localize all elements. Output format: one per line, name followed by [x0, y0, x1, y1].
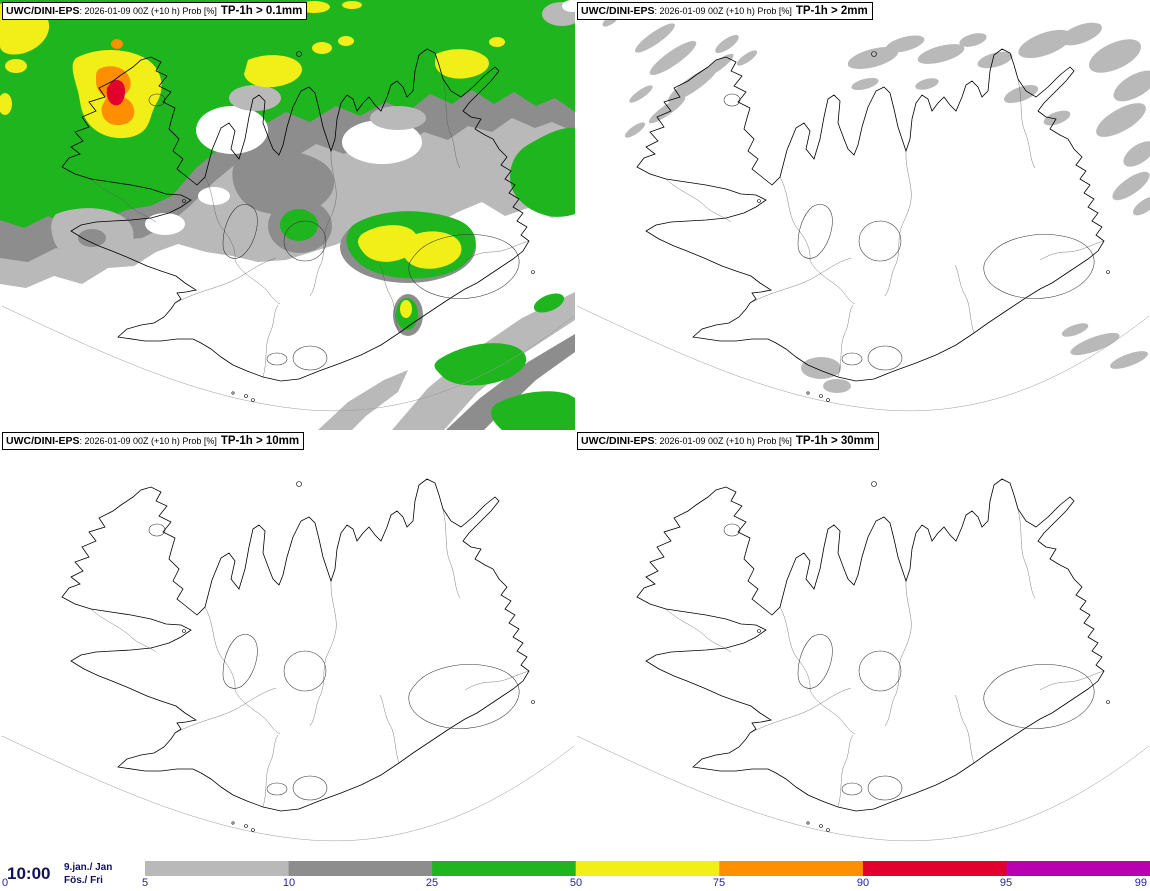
legend-tick: 95: [999, 877, 1013, 889]
valid-date: 9.jan./ Jan Fös./ Fri: [64, 862, 112, 887]
legend-segment: [862, 861, 1007, 876]
legend-tick-labels: 0 5 10 25 50 75 90 95 99: [0, 877, 1150, 890]
legend-segment: [719, 861, 864, 876]
panel-tp-10mm: UWC/DINI-EPS: 2026-01-09 00Z (+10 h) Pro…: [0, 430, 575, 860]
legend-segment: [575, 861, 720, 876]
legend-segment: [432, 861, 577, 876]
legend-tick: 0: [2, 877, 9, 889]
panel-title: UWC/DINI-EPS: 2026-01-09 00Z (+10 h) Pro…: [577, 432, 880, 450]
legend-tick: 10: [282, 877, 296, 889]
model-name: UWC/DINI-EPS: [581, 5, 655, 17]
legend-segment: [145, 861, 289, 876]
panel-title: UWC/DINI-EPS: 2026-01-09 00Z (+10 h) Pro…: [2, 2, 308, 20]
run-info: : 2026-01-09 00Z (+10 h) Prob [%]: [654, 6, 792, 16]
threshold-label: TP-1h > 10mm: [220, 435, 300, 447]
threshold-label: TP-1h > 2mm: [795, 5, 868, 17]
run-info: : 2026-01-09 00Z (+10 h) Prob [%]: [79, 436, 217, 446]
valid-time: 10:00: [7, 864, 51, 883]
probability-legend: [145, 861, 1150, 876]
panel-tp-2mm: UWC/DINI-EPS: 2026-01-09 00Z (+10 h) Pro…: [575, 0, 1150, 430]
map-tp-2mm: [575, 0, 1150, 430]
legend-tick: 5: [141, 877, 149, 889]
legend-segment: [1006, 861, 1150, 876]
threshold-label: TP-1h > 30mm: [795, 435, 875, 447]
map-tp-10mm: [0, 430, 575, 860]
legend-tick: 75: [712, 877, 726, 889]
legend-tick: 25: [425, 877, 439, 889]
run-info: : 2026-01-09 00Z (+10 h) Prob [%]: [79, 6, 217, 16]
map-tp-30mm: [575, 430, 1150, 860]
map-tp-0p1mm: [0, 0, 575, 430]
legend-segment: [288, 861, 433, 876]
model-name: UWC/DINI-EPS: [6, 5, 80, 17]
precip-probability-field: [0, 0, 575, 430]
legend-tick: 90: [856, 877, 870, 889]
precip-probability-field: [602, 13, 1150, 393]
date-line-2: Fös./ Fri: [64, 874, 103, 886]
legend-tick: 50: [569, 877, 583, 889]
map-grid: UWC/DINI-EPS: 2026-01-09 00Z (+10 h) Pro…: [0, 0, 1150, 860]
panel-title: UWC/DINI-EPS: 2026-01-09 00Z (+10 h) Pro…: [577, 2, 873, 20]
panel-tp-30mm: UWC/DINI-EPS: 2026-01-09 00Z (+10 h) Pro…: [575, 430, 1150, 860]
model-name: UWC/DINI-EPS: [6, 435, 80, 447]
panel-tp-0p1mm: UWC/DINI-EPS: 2026-01-09 00Z (+10 h) Pro…: [0, 0, 575, 430]
date-line-1: 9.jan./ Jan: [64, 862, 113, 873]
legend-tick: 99: [1134, 877, 1147, 889]
panel-title: UWC/DINI-EPS: 2026-01-09 00Z (+10 h) Pro…: [2, 432, 305, 450]
model-name: UWC/DINI-EPS: [581, 435, 655, 447]
footer-bar: 10:00 9.jan./ Jan Fös./ Fri 0 5 10 25 50…: [0, 860, 1150, 891]
threshold-label: TP-1h > 0.1mm: [220, 5, 303, 17]
run-info: : 2026-01-09 00Z (+10 h) Prob [%]: [654, 436, 792, 446]
